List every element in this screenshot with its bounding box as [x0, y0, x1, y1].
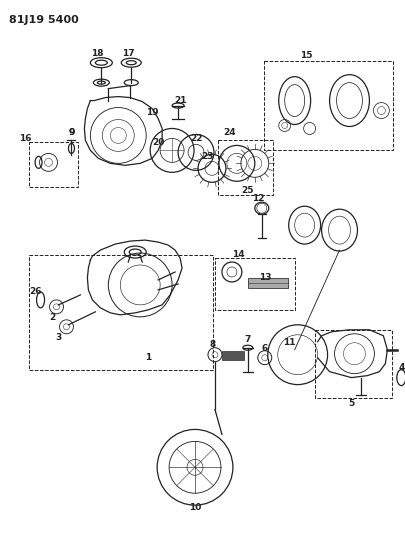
Text: 4: 4: [397, 363, 403, 372]
Text: 19: 19: [145, 108, 158, 117]
Text: 81J19 5400: 81J19 5400: [9, 15, 78, 25]
Text: 10: 10: [188, 503, 201, 512]
Text: 24: 24: [223, 128, 236, 137]
Text: 17: 17: [122, 49, 134, 58]
Bar: [314, 330, 391, 398]
Text: 1: 1: [145, 353, 151, 362]
Text: 15: 15: [300, 51, 312, 60]
Text: 26: 26: [29, 287, 42, 296]
Text: 23: 23: [201, 152, 214, 161]
Text: 18: 18: [91, 49, 103, 58]
Text: 7: 7: [244, 335, 250, 344]
Text: 21: 21: [173, 96, 186, 105]
Bar: [214, 258, 294, 310]
Bar: [263, 61, 392, 150]
Bar: [222, 351, 243, 360]
Bar: [28, 142, 78, 187]
Text: 20: 20: [151, 138, 164, 147]
Text: 25: 25: [241, 186, 254, 195]
Text: 2: 2: [49, 313, 55, 322]
Text: 5: 5: [347, 399, 354, 408]
Text: 16: 16: [19, 134, 32, 143]
Text: 3: 3: [55, 333, 62, 342]
Text: 12: 12: [251, 193, 263, 203]
Text: 9: 9: [68, 128, 75, 137]
Text: 11: 11: [283, 338, 295, 347]
Text: 14: 14: [231, 249, 243, 259]
Bar: [28, 255, 213, 370]
Text: 8: 8: [209, 340, 215, 349]
Text: 13: 13: [258, 273, 271, 282]
Text: 22: 22: [189, 134, 202, 143]
Bar: [247, 278, 287, 288]
Bar: [217, 140, 272, 195]
Text: 6: 6: [261, 344, 267, 353]
Text: 9: 9: [68, 128, 75, 137]
